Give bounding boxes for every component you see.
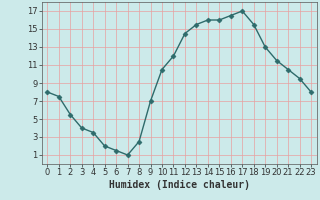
X-axis label: Humidex (Indice chaleur): Humidex (Indice chaleur) xyxy=(109,180,250,190)
